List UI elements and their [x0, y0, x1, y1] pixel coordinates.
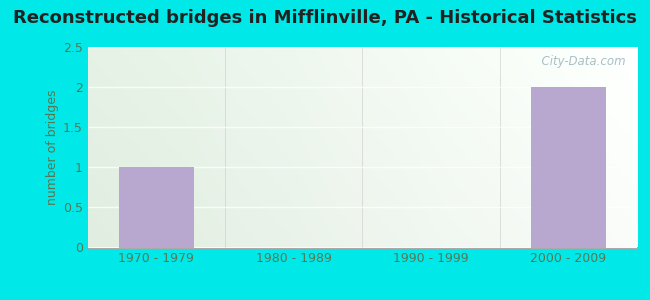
- Text: Reconstructed bridges in Mifflinville, PA - Historical Statistics: Reconstructed bridges in Mifflinville, P…: [13, 9, 637, 27]
- Bar: [530, 87, 606, 248]
- Bar: [119, 167, 194, 248]
- Y-axis label: number of bridges: number of bridges: [46, 89, 58, 205]
- Text: City-Data.com: City-Data.com: [534, 55, 626, 68]
